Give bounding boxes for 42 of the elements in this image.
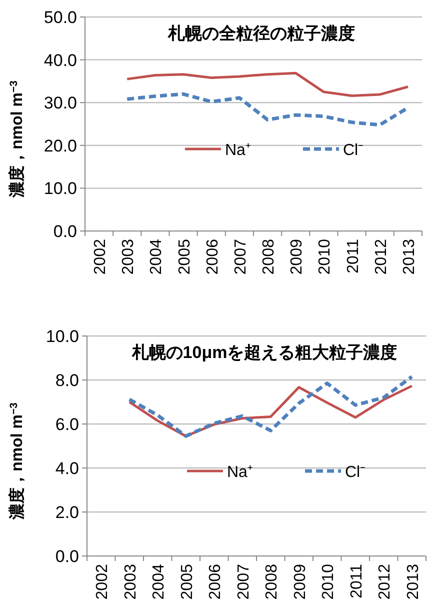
x-tick-label: 2003: [120, 238, 138, 275]
x-tick-label: 2002: [94, 564, 112, 600]
x-tick-label: 2010: [320, 564, 338, 600]
y-tick-label: 10.0: [46, 327, 79, 346]
x-tick-label: 2011: [348, 564, 366, 598]
x-tick-label: 2008: [264, 564, 281, 600]
y-tick-label: 4.0: [55, 459, 79, 478]
y-tick-label: 0.0: [55, 547, 79, 566]
x-tick-label: 2004: [150, 564, 168, 600]
x-tick-label: 2011: [344, 238, 362, 274]
y-tick-label: 2.0: [55, 503, 79, 522]
x-tick-label: 2008: [260, 238, 278, 275]
x-tick-label: 2002: [92, 238, 110, 275]
x-tick-label: 2007: [235, 564, 252, 600]
x-tick-label: 2013: [404, 564, 422, 600]
x-tick-label: 2010: [316, 238, 334, 275]
y-tick-label: 40.0: [44, 50, 77, 70]
x-tick-label: 2006: [204, 238, 222, 275]
y-tick-label: 0.0: [53, 222, 77, 241]
x-tick-label: 2006: [207, 564, 224, 600]
y-tick-label: 6.0: [55, 415, 79, 434]
y-tick-label: 50.0: [44, 8, 77, 27]
x-tick-label: 2005: [178, 564, 196, 600]
x-tick-label: 2005: [176, 238, 194, 275]
x-tick-label: 2009: [292, 564, 309, 600]
legend-label: Na⁺: [225, 142, 250, 159]
x-tick-label: 2004: [148, 238, 166, 275]
chart-title: 札幌の10μmを超える粗大粒子濃度: [130, 343, 398, 362]
y-tick-label: 10.0: [44, 179, 77, 198]
legend-label: Cl⁻: [345, 464, 366, 481]
x-tick-label: 2013: [400, 238, 418, 275]
legend-label: Cl⁻: [343, 142, 364, 159]
x-tick-label: 2012: [372, 238, 390, 275]
y-tick-label: 8.0: [55, 371, 79, 390]
x-tick-label: 2003: [122, 564, 140, 600]
x-tick-label: 2012: [376, 564, 394, 600]
x-tick-label: 2007: [232, 238, 250, 275]
x-tick-label: 2009: [288, 238, 306, 275]
legend-label: Na⁺: [227, 464, 252, 481]
y-tick-label: 20.0: [44, 136, 77, 156]
chart-title: 札幌の全粒径の粒子濃度: [167, 24, 355, 43]
y-tick-label: 30.0: [44, 94, 77, 113]
